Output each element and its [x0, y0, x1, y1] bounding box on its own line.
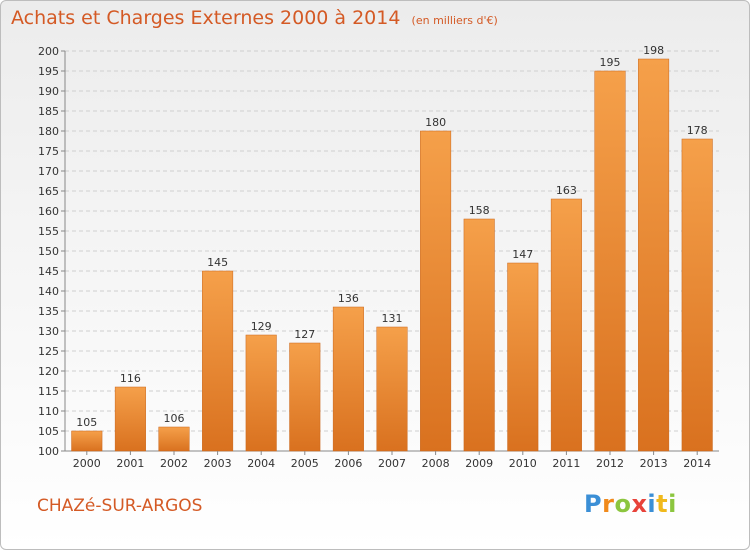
bar-2002[interactable]: [158, 426, 190, 452]
y-tick-label: 195: [38, 65, 59, 78]
bar-2012[interactable]: [594, 70, 626, 452]
y-tick-label: 180: [38, 125, 59, 138]
x-tick-label-2012: 2012: [596, 457, 624, 470]
logo-letter: t: [656, 490, 669, 518]
bar-2004[interactable]: [245, 334, 277, 452]
y-tick-label: 175: [38, 145, 59, 158]
y-tick-label: 100: [38, 445, 59, 458]
data-label-2002: 106: [164, 412, 185, 425]
bar-2007[interactable]: [376, 326, 408, 452]
logo-letter: P: [584, 490, 603, 518]
grid-lines: [65, 50, 719, 452]
commune-name: CHAZé-SUR-ARGOS: [37, 496, 203, 516]
bar-2006[interactable]: [332, 306, 364, 452]
bar-2013[interactable]: [638, 58, 670, 452]
x-axis-labels: 2000 2001 2002 2003 2004 2005 2006 2007 2008 2009…: [73, 451, 711, 470]
data-label-2009: 158: [469, 204, 490, 217]
bar-2000[interactable]: [71, 430, 103, 452]
bar-2010[interactable]: [507, 262, 539, 452]
y-tick-label: 190: [38, 85, 59, 98]
bar-2005[interactable]: [289, 342, 321, 452]
y-tick-label: 135: [38, 305, 59, 318]
y-tick-label: 105: [38, 425, 59, 438]
data-label-2014: 178: [687, 124, 708, 137]
y-tick-label: 125: [38, 345, 59, 358]
x-tick-label-2014: 2014: [683, 457, 711, 470]
data-label-2001: 116: [120, 372, 141, 385]
data-label-2013: 198: [643, 44, 664, 57]
data-label-2000: 105: [76, 416, 97, 429]
x-tick-label-2010: 2010: [509, 457, 537, 470]
logo-letter: x: [631, 490, 648, 518]
y-tick-label: 170: [38, 165, 59, 178]
logo-letter: i: [668, 490, 677, 518]
y-tick-label: 115: [38, 385, 59, 398]
bar-2008[interactable]: [420, 130, 452, 452]
y-tick-label: 150: [38, 245, 59, 258]
bar-2009[interactable]: [463, 218, 495, 452]
bars: 105 116 106 145 129 127 136 131 180 158 147 163 195 1…: [71, 44, 713, 452]
bar-2001[interactable]: [114, 386, 146, 452]
y-tick-label: 200: [38, 45, 59, 58]
x-tick-label-2001: 2001: [116, 457, 144, 470]
y-tick-label: 155: [38, 225, 59, 238]
data-label-2011: 163: [556, 184, 577, 197]
x-tick-label-2006: 2006: [334, 457, 362, 470]
y-tick-label: 145: [38, 265, 59, 278]
data-label-2004: 129: [251, 320, 272, 333]
y-tick-label: 185: [38, 105, 59, 118]
chart-title-block: Achats et Charges Externes 2000 à 2014 (…: [11, 7, 498, 29]
y-tick-label: 120: [38, 365, 59, 378]
y-tick-label: 130: [38, 325, 59, 338]
proxiti-logo[interactable]: Proxiti: [584, 490, 677, 518]
data-label-2008: 180: [425, 116, 446, 129]
data-label-2003: 145: [207, 256, 228, 269]
x-tick-label-2009: 2009: [465, 457, 493, 470]
bar-2014[interactable]: [681, 138, 713, 452]
y-tick-label: 110: [38, 405, 59, 418]
x-tick-label-2003: 2003: [204, 457, 232, 470]
x-tick-label-2000: 2000: [73, 457, 101, 470]
y-tick-label: 160: [38, 205, 59, 218]
x-tick-label-2011: 2011: [552, 457, 580, 470]
data-label-2010: 147: [512, 248, 533, 261]
logo-letter: r: [602, 490, 615, 518]
logo-letter: i: [647, 490, 657, 518]
y-tick-label: 165: [38, 185, 59, 198]
bar-2011[interactable]: [550, 198, 582, 452]
data-label-2005: 127: [294, 328, 315, 341]
x-tick-label-2005: 2005: [291, 457, 319, 470]
x-tick-label-2008: 2008: [422, 457, 450, 470]
data-label-2006: 136: [338, 292, 359, 305]
x-tick-label-2002: 2002: [160, 457, 188, 470]
chart-title: Achats et Charges Externes 2000 à 2014: [11, 7, 401, 29]
x-tick-label-2004: 2004: [247, 457, 275, 470]
bar-2003[interactable]: [202, 270, 234, 452]
logo-letter: o: [614, 490, 632, 518]
y-tick-label: 140: [38, 285, 59, 298]
data-label-2012: 195: [600, 56, 621, 69]
x-tick-label-2007: 2007: [378, 457, 406, 470]
x-tick-label-2013: 2013: [640, 457, 668, 470]
data-label-2007: 131: [382, 312, 403, 325]
chart-unit-label: (en milliers d'€): [411, 14, 498, 27]
